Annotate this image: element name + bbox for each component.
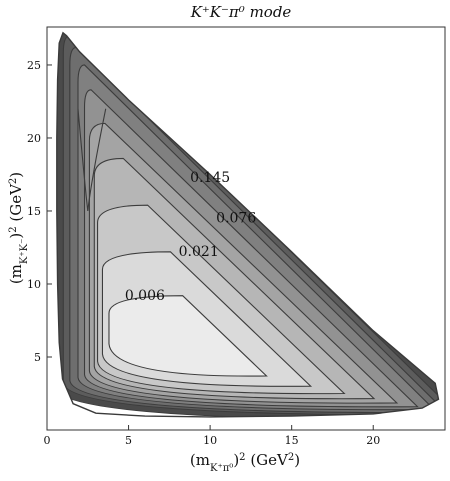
y-axis-title: (mK⁺K⁻)2 (GeV2) xyxy=(7,172,30,284)
y-tick-label: 25 xyxy=(27,59,41,72)
plot-frame xyxy=(46,26,446,431)
region-outline xyxy=(56,31,440,418)
contour-line xyxy=(77,64,436,411)
contour-line xyxy=(62,35,439,416)
chart-title: K⁺K⁻π⁰ mode xyxy=(190,3,292,21)
contour-band xyxy=(108,295,267,377)
contour-labels: 0.006 0.021 0.076 0.145 xyxy=(125,170,257,304)
y-tick-label: 10 xyxy=(27,278,41,291)
contour-level-label: 0.021 xyxy=(179,244,219,260)
x-tick-label: 10 xyxy=(203,434,217,447)
contour-line xyxy=(88,122,399,404)
contour-level-label: 0.006 xyxy=(125,288,165,304)
y-tick-label: 15 xyxy=(27,205,41,218)
contour-line xyxy=(108,295,268,377)
x-axis-ticks: 0 5 10 15 20 xyxy=(44,425,380,447)
y-tick-label: 5 xyxy=(34,351,41,364)
contour-line xyxy=(101,251,313,387)
contour-line xyxy=(97,204,346,395)
contour-level-label: 0.076 xyxy=(216,211,256,227)
x-tick-label: 0 xyxy=(44,434,51,447)
contour-line xyxy=(69,46,439,414)
contour-line xyxy=(77,108,107,212)
x-tick-label: 5 xyxy=(125,434,132,447)
contour-level-label: 0.145 xyxy=(190,170,230,186)
y-axis-ticks: 5 10 15 20 25 xyxy=(27,59,52,364)
contour-line xyxy=(83,89,419,408)
y-tick-label: 20 xyxy=(27,132,41,145)
x-axis-title: (mK⁺π⁰)2 (GeV2) xyxy=(190,451,300,474)
x-tick-label: 15 xyxy=(285,434,299,447)
contour-line xyxy=(93,157,376,400)
x-tick-label: 20 xyxy=(366,434,380,447)
